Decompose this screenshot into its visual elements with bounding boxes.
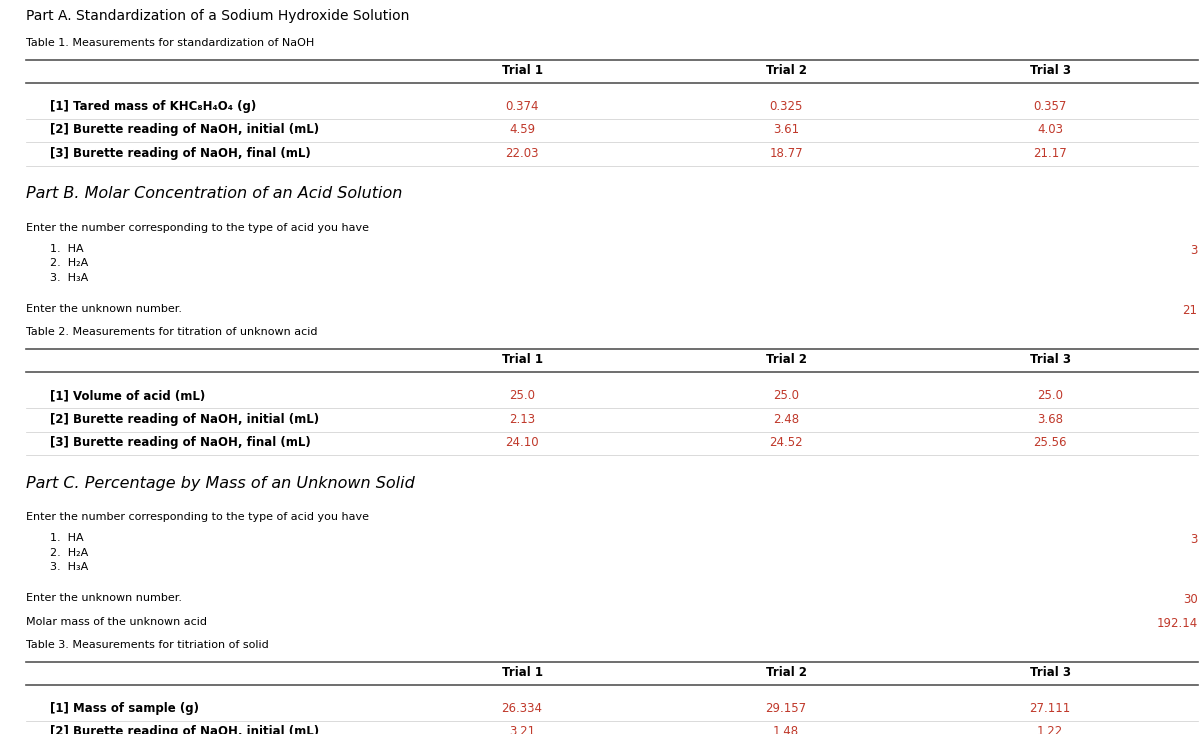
Text: 24.52: 24.52 [769,436,803,449]
Text: 25.0: 25.0 [773,389,799,402]
Text: 27.111: 27.111 [1030,702,1070,715]
Text: 1.22: 1.22 [1037,725,1063,734]
Text: 0.374: 0.374 [505,100,539,113]
Text: Trial 2: Trial 2 [766,666,806,679]
Text: 1.  HA: 1. HA [50,533,84,543]
Text: 18.77: 18.77 [769,147,803,160]
Text: 4.59: 4.59 [509,123,535,137]
Text: 25.56: 25.56 [1033,436,1067,449]
Text: 1.48: 1.48 [773,725,799,734]
Text: [2] Burette reading of NaOH, initial (mL): [2] Burette reading of NaOH, initial (mL… [50,413,319,426]
Text: 2.13: 2.13 [509,413,535,426]
Text: 192.14: 192.14 [1157,617,1198,630]
Text: 3.68: 3.68 [1037,413,1063,426]
Text: Trial 2: Trial 2 [766,353,806,366]
Text: [2] Burette reading of NaOH, initial (mL): [2] Burette reading of NaOH, initial (mL… [50,123,319,137]
Text: 25.0: 25.0 [509,389,535,402]
Text: 0.357: 0.357 [1033,100,1067,113]
Text: Enter the unknown number.: Enter the unknown number. [26,304,182,314]
Text: 29.157: 29.157 [766,702,806,715]
Text: [1] Tared mass of KHC₈H₄O₄ (g): [1] Tared mass of KHC₈H₄O₄ (g) [50,100,257,113]
Text: Trial 1: Trial 1 [502,353,542,366]
Text: [2] Burette reading of NaOH, initial (mL): [2] Burette reading of NaOH, initial (mL… [50,725,319,734]
Text: Enter the unknown number.: Enter the unknown number. [26,593,182,603]
Text: Enter the number corresponding to the type of acid you have: Enter the number corresponding to the ty… [26,223,370,233]
Text: Trial 1: Trial 1 [502,666,542,679]
Text: [3] Burette reading of NaOH, final (mL): [3] Burette reading of NaOH, final (mL) [50,147,311,160]
Text: [1] Mass of sample (g): [1] Mass of sample (g) [50,702,199,715]
Text: 2.  H₂A: 2. H₂A [50,258,89,269]
Text: Enter the number corresponding to the type of acid you have: Enter the number corresponding to the ty… [26,512,370,523]
Text: 24.10: 24.10 [505,436,539,449]
Text: Table 3. Measurements for titriation of solid: Table 3. Measurements for titriation of … [26,640,269,650]
Text: 3: 3 [1190,533,1198,546]
Text: Part B. Molar Concentration of an Acid Solution: Part B. Molar Concentration of an Acid S… [26,186,403,201]
Text: Trial 3: Trial 3 [1030,666,1070,679]
Text: 3.61: 3.61 [773,123,799,137]
Text: 30: 30 [1183,593,1198,606]
Text: 3.  H₃A: 3. H₃A [50,273,89,283]
Text: 3: 3 [1190,244,1198,257]
Text: 3.21: 3.21 [509,725,535,734]
Text: Table 2. Measurements for titration of unknown acid: Table 2. Measurements for titration of u… [26,327,318,338]
Text: Molar mass of the unknown acid: Molar mass of the unknown acid [26,617,208,627]
Text: 21: 21 [1183,304,1198,317]
Text: Part A. Standardization of a Sodium Hydroxide Solution: Part A. Standardization of a Sodium Hydr… [26,9,409,23]
Text: Trial 2: Trial 2 [766,64,806,77]
Text: 21.17: 21.17 [1033,147,1067,160]
Text: [3] Burette reading of NaOH, final (mL): [3] Burette reading of NaOH, final (mL) [50,436,311,449]
Text: Trial 3: Trial 3 [1030,64,1070,77]
Text: 2.48: 2.48 [773,413,799,426]
Text: Trial 3: Trial 3 [1030,353,1070,366]
Text: Table 1. Measurements for standardization of NaOH: Table 1. Measurements for standardizatio… [26,38,314,48]
Text: 25.0: 25.0 [1037,389,1063,402]
Text: 4.03: 4.03 [1037,123,1063,137]
Text: 0.325: 0.325 [769,100,803,113]
Text: Trial 1: Trial 1 [502,64,542,77]
Text: 3.  H₃A: 3. H₃A [50,562,89,573]
Text: 26.334: 26.334 [502,702,542,715]
Text: 1.  HA: 1. HA [50,244,84,254]
Text: 22.03: 22.03 [505,147,539,160]
Text: [1] Volume of acid (mL): [1] Volume of acid (mL) [50,389,205,402]
Text: Part C. Percentage by Mass of an Unknown Solid: Part C. Percentage by Mass of an Unknown… [26,476,415,490]
Text: 2.  H₂A: 2. H₂A [50,548,89,558]
